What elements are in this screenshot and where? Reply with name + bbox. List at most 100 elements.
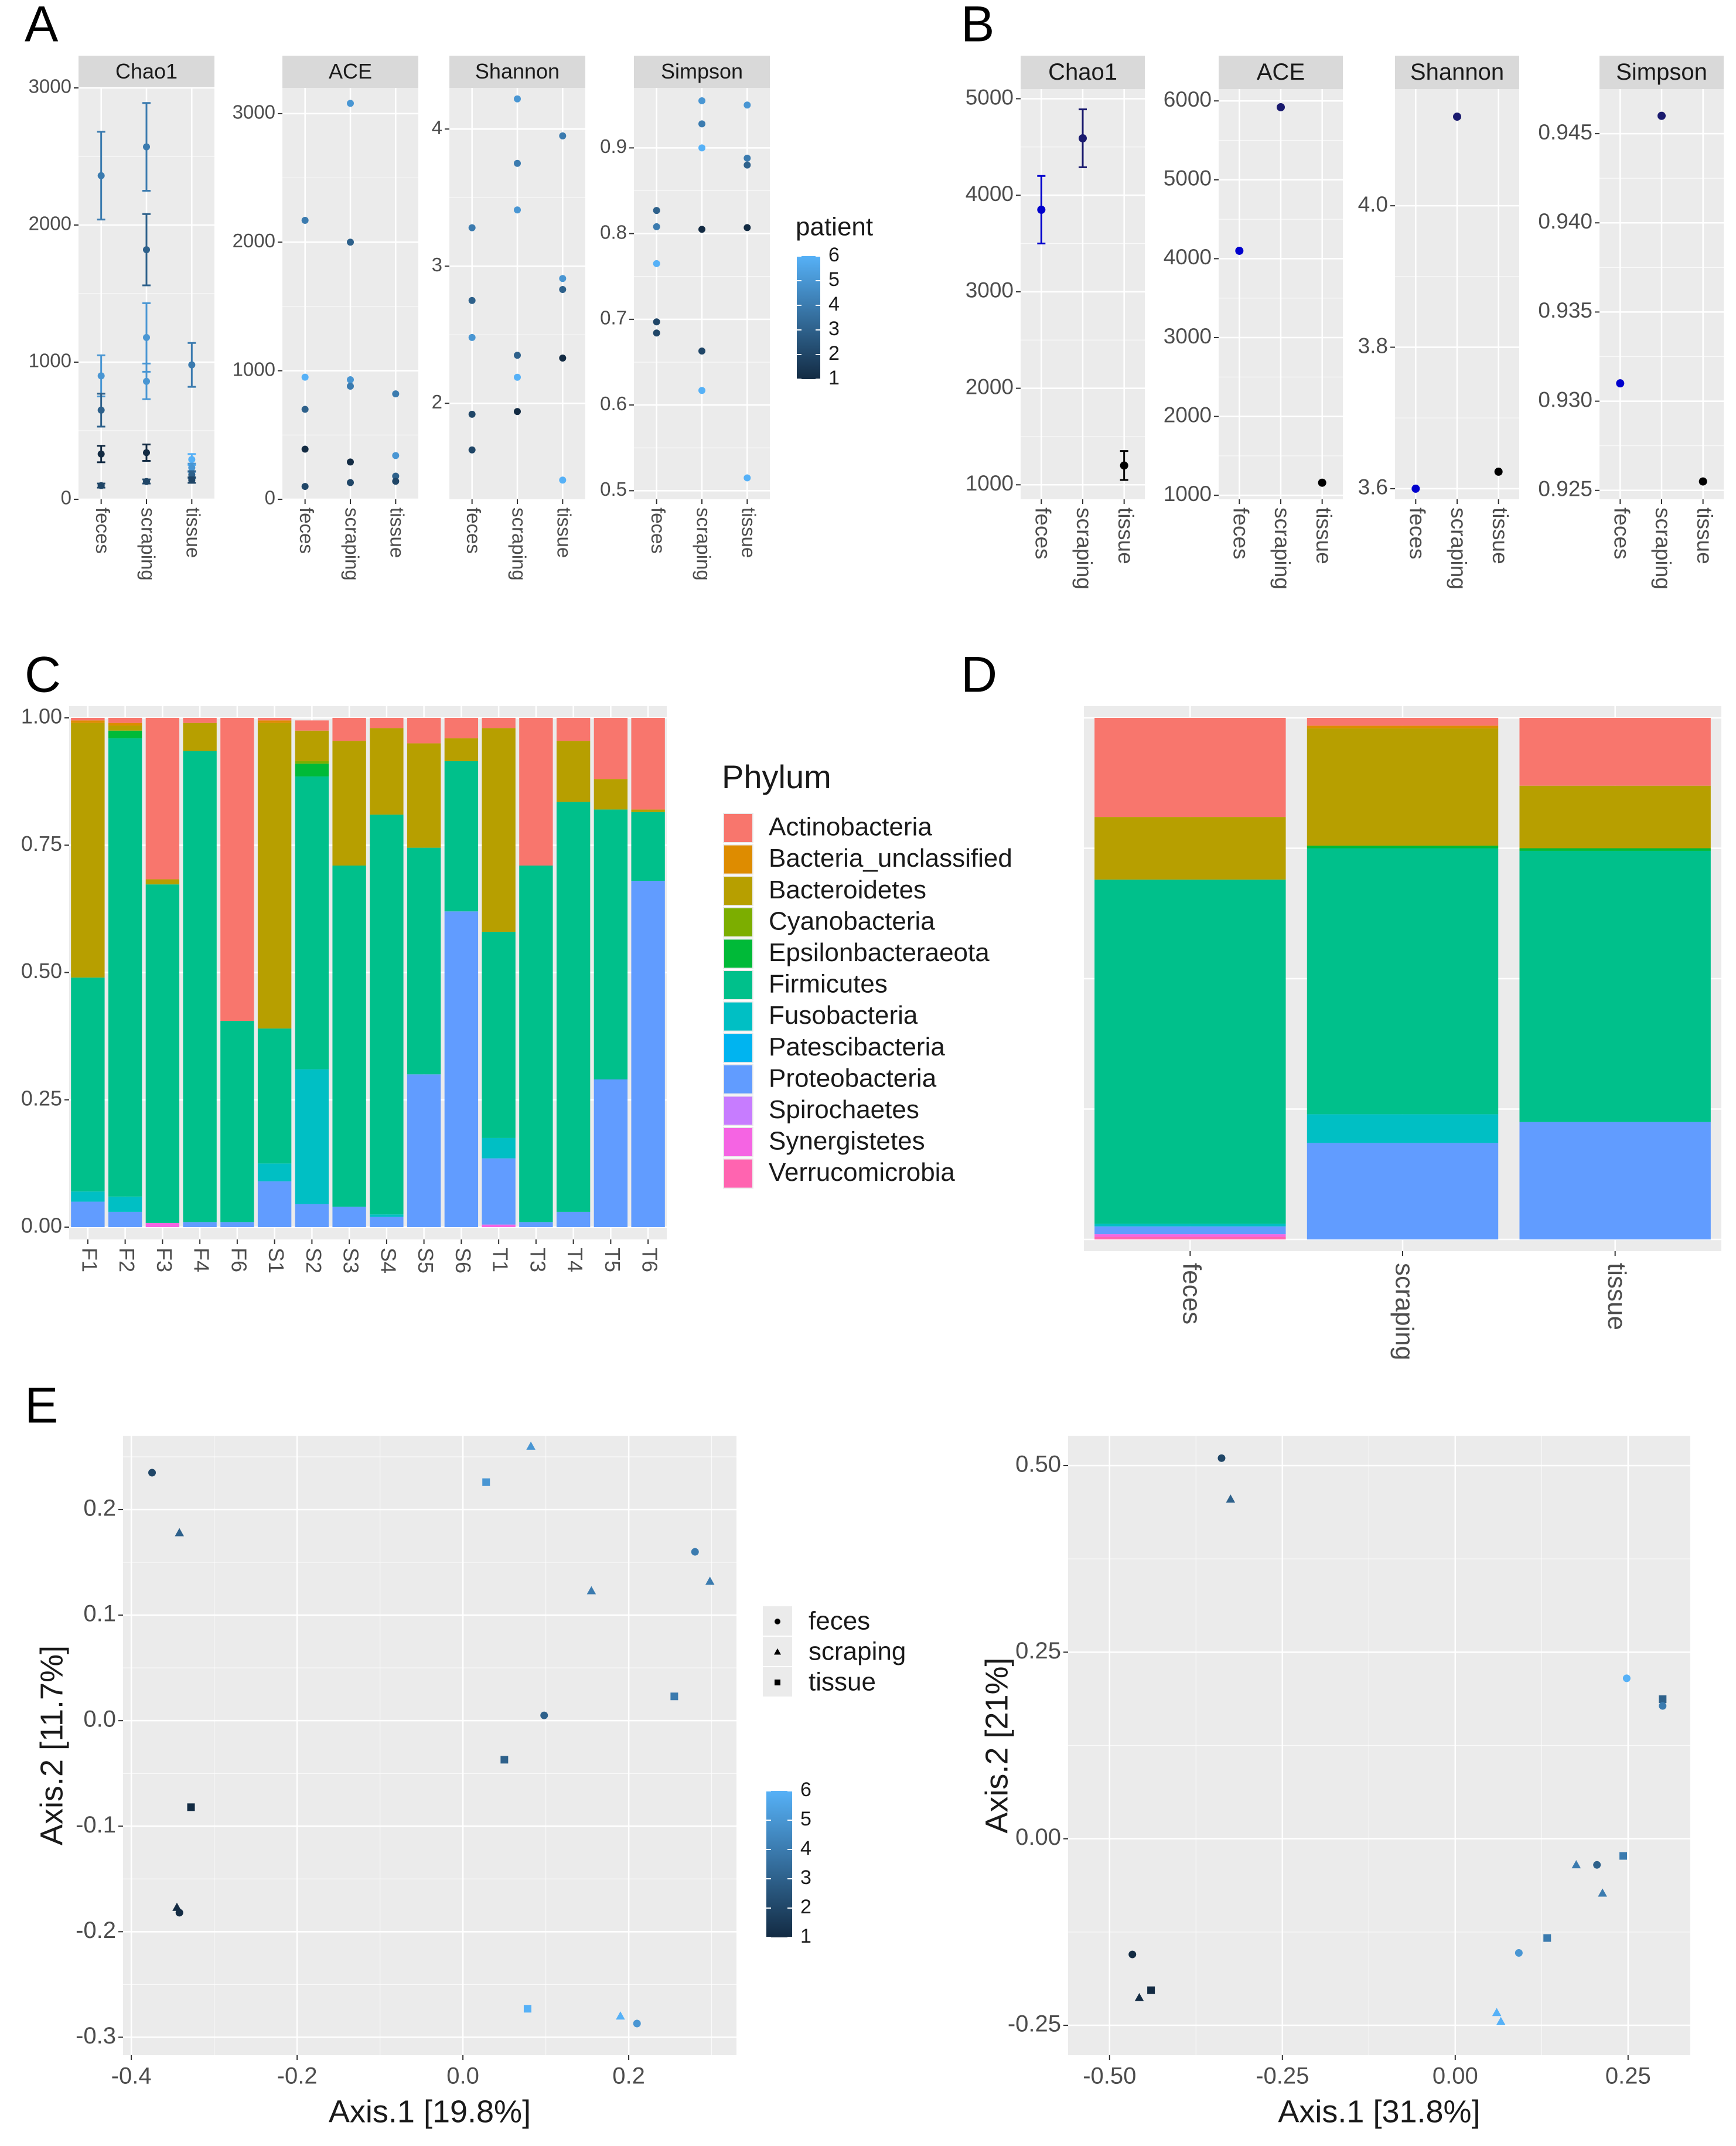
stacked-bar-segment bbox=[1094, 1224, 1286, 1227]
colorbar-label: 3 bbox=[828, 318, 840, 340]
stacked-bar-segment bbox=[257, 1181, 292, 1227]
stacked-bar-segment bbox=[556, 802, 591, 1212]
data-point bbox=[1616, 379, 1625, 388]
colorbar-label: 4 bbox=[800, 1837, 811, 1859]
stacked-bar-segment bbox=[594, 779, 628, 810]
stacked-bar-segment bbox=[1094, 1226, 1286, 1235]
x-tick-label: T4 bbox=[563, 1248, 587, 1272]
stacked-bar-segment bbox=[594, 809, 628, 1079]
x-tick-label: F4 bbox=[190, 1248, 214, 1272]
data-point bbox=[1277, 103, 1285, 111]
x-tick-label: scraping bbox=[1651, 507, 1675, 590]
y-tick-label: 0.7 bbox=[600, 307, 627, 329]
colorbar-label: 4 bbox=[828, 293, 840, 315]
y-tick-label: 2000 bbox=[29, 213, 71, 234]
stacked-bar-segment bbox=[1307, 728, 1499, 846]
legend-label: Cyanobacteria bbox=[769, 907, 935, 935]
stacked-bar-segment bbox=[145, 884, 180, 1224]
x-tick-label: scraping bbox=[1447, 507, 1471, 590]
y-tick-label: 4 bbox=[432, 117, 442, 138]
data-point bbox=[514, 159, 521, 167]
data-point bbox=[392, 452, 400, 459]
stacked-bar-segment bbox=[370, 728, 404, 815]
data-point bbox=[1571, 1860, 1581, 1869]
y-tick-label: 1000 bbox=[29, 350, 71, 372]
y-axis-label: Axis.2 [21%] bbox=[979, 1657, 1014, 1833]
data-point bbox=[1622, 1674, 1631, 1682]
stacked-bar-segment bbox=[183, 1222, 217, 1227]
y-tick-label: 3000 bbox=[966, 278, 1014, 302]
x-tick-label: S1 bbox=[264, 1248, 288, 1273]
stacked-bar-segment bbox=[370, 1217, 404, 1227]
y-tick-label: 6000 bbox=[1164, 87, 1212, 111]
x-tick-label: feces bbox=[1610, 507, 1634, 559]
data-point bbox=[1079, 134, 1087, 142]
stacked-bar-segment bbox=[257, 718, 292, 721]
stacked-bar-segment bbox=[257, 1028, 292, 1164]
stacked-bar-segment bbox=[145, 879, 180, 885]
stacked-bar-segment bbox=[108, 1196, 142, 1212]
data-point bbox=[468, 333, 476, 341]
x-tick-label: -0.2 bbox=[277, 2063, 318, 2089]
x-tick-label: S3 bbox=[339, 1248, 363, 1273]
stacked-bar-segment bbox=[1519, 848, 1711, 851]
stacked-bar-segment bbox=[1307, 718, 1499, 726]
y-tick-label: 2000 bbox=[233, 230, 275, 251]
y-tick-label: 1000 bbox=[1164, 482, 1212, 506]
y-tick-label: 0.25 bbox=[21, 1086, 62, 1110]
stacked-bar-segment bbox=[556, 741, 591, 802]
y-tick-label: 5000 bbox=[966, 85, 1014, 109]
x-tick-label: scraping bbox=[508, 507, 530, 581]
x-tick-label: 0.00 bbox=[1433, 2063, 1478, 2089]
data-point bbox=[616, 2011, 625, 2020]
stacked-bar-segment bbox=[71, 718, 105, 721]
y-tick-label: 0.2 bbox=[83, 1496, 116, 1521]
data-point bbox=[1318, 478, 1326, 487]
x-tick-label: scraping bbox=[1072, 507, 1096, 590]
stacked-bar-segment bbox=[482, 718, 516, 728]
data-point bbox=[301, 216, 309, 224]
y-tick-label: 4.0 bbox=[1358, 192, 1388, 216]
x-tick-label: tissue bbox=[1114, 507, 1138, 564]
data-point bbox=[698, 226, 705, 233]
stacked-bar-segment bbox=[631, 809, 665, 812]
legend-key bbox=[724, 877, 752, 905]
y-tick-label: 3 bbox=[432, 254, 442, 275]
legend-label: Actinobacteria bbox=[769, 813, 932, 842]
stacked-bar-segment bbox=[1519, 785, 1711, 849]
data-point bbox=[653, 223, 660, 230]
data-point bbox=[1226, 1494, 1236, 1503]
legend-label: feces bbox=[809, 1607, 870, 1636]
data-point bbox=[347, 239, 354, 246]
x-tick-label: F2 bbox=[115, 1248, 139, 1272]
data-point bbox=[743, 161, 751, 169]
facet-strip bbox=[1599, 56, 1724, 89]
facet-strip bbox=[1395, 56, 1519, 89]
stacked-bar-segment bbox=[482, 1137, 516, 1159]
y-tick-label: 2000 bbox=[1164, 403, 1212, 427]
panel-letter: C bbox=[25, 647, 61, 703]
data-point bbox=[743, 474, 751, 482]
legend-key bbox=[724, 1034, 752, 1062]
data-point bbox=[1037, 205, 1046, 214]
colorbar-label: 5 bbox=[800, 1808, 811, 1830]
facet-strip bbox=[282, 56, 418, 88]
y-tick-label: 0.925 bbox=[1538, 477, 1592, 501]
colorbar-label: 6 bbox=[800, 1779, 811, 1801]
legend-title: Phylum bbox=[722, 758, 831, 795]
stacked-bar-segment bbox=[295, 720, 329, 731]
data-point bbox=[1593, 1861, 1601, 1869]
data-point bbox=[559, 476, 567, 484]
y-tick-label: -0.2 bbox=[76, 1917, 116, 1943]
stacked-bar-segment bbox=[145, 1223, 180, 1227]
legend-label: scraping bbox=[809, 1637, 906, 1666]
stacked-bar-segment bbox=[295, 764, 329, 776]
panel-letter: E bbox=[25, 1378, 58, 1434]
stacked-bar-segment bbox=[1307, 725, 1499, 728]
y-tick-label: 4000 bbox=[1164, 245, 1212, 269]
data-point bbox=[698, 347, 705, 355]
data-point bbox=[97, 172, 105, 179]
data-point bbox=[188, 456, 196, 464]
x-tick-label: feces bbox=[1229, 507, 1253, 559]
data-point bbox=[392, 390, 400, 398]
